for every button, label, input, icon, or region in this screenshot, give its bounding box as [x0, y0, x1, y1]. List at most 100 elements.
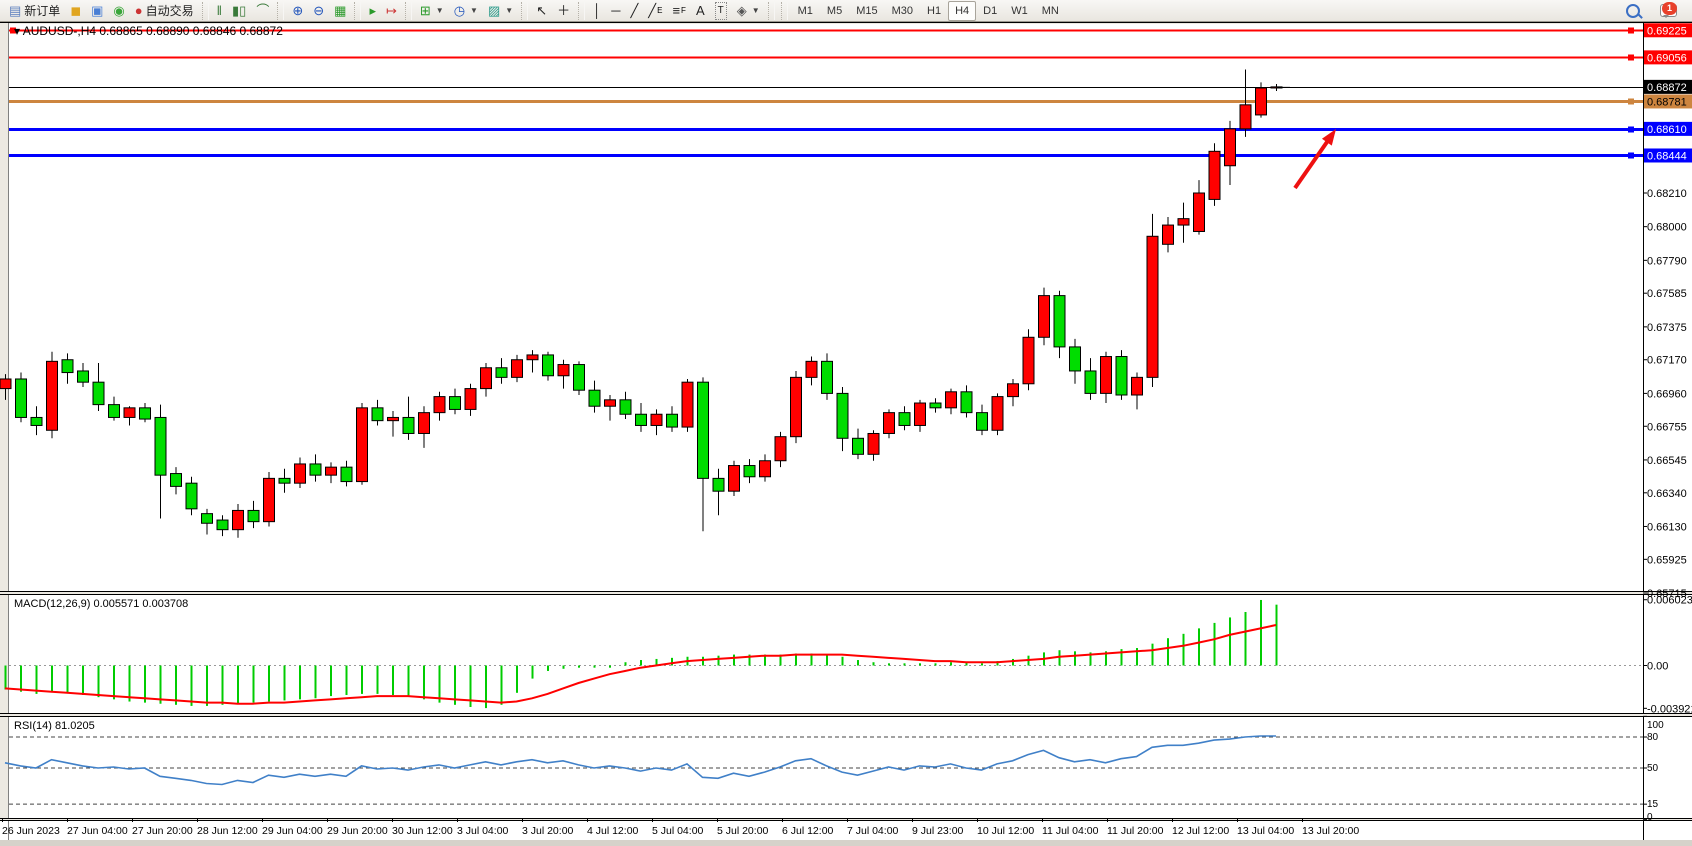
pane-splitter[interactable] — [0, 713, 1692, 717]
arrow-annotation[interactable] — [1293, 129, 1336, 190]
fibonacci-button[interactable]: ≡ F — [667, 0, 690, 22]
time-label: 10 Jul 12:00 — [977, 825, 1034, 837]
periods-icon: ◷ — [453, 2, 466, 18]
timeframe-w1[interactable]: W1 — [1011, 4, 1028, 17]
timeframe-m15[interactable]: M15 — [856, 4, 878, 17]
text-label-button[interactable]: T — [710, 0, 732, 22]
candle-body — [991, 396, 1004, 431]
main-pane-bg[interactable] — [9, 24, 1643, 591]
toolbar-separator — [201, 1, 209, 20]
timeframe-mn[interactable]: MN — [1041, 4, 1059, 17]
price-tick-label: 0.65715 — [1647, 588, 1687, 600]
candle — [1193, 180, 1205, 235]
candle — [511, 354, 523, 383]
text-button[interactable]: A — [691, 0, 710, 22]
templates-button[interactable]: ▨ ▼ — [483, 0, 518, 22]
tile-windows-icon: ▦ — [334, 2, 347, 18]
timeframe-m5[interactable]: M5 — [826, 4, 843, 17]
text-label-icon: T — [714, 1, 727, 20]
candle — [0, 374, 12, 400]
line-chart-button[interactable]: ⌒ — [251, 0, 274, 22]
time-axis[interactable] — [0, 819, 1692, 840]
candle — [1007, 378, 1019, 407]
pane-splitter[interactable] — [0, 591, 1692, 595]
candle — [852, 428, 864, 460]
support-line-2-handle-right[interactable] — [1628, 152, 1634, 159]
zoom-in-icon: ⊕ — [292, 2, 304, 18]
chevron-down-icon[interactable]: ▼ — [751, 6, 760, 15]
arrows-button[interactable]: ◈ ▼ — [732, 0, 765, 22]
candle-body — [294, 463, 306, 484]
candle-body — [92, 381, 105, 406]
icon-subscript: F — [681, 6, 686, 15]
horizontal-line-button[interactable]: ─ — [606, 0, 625, 22]
time-label: 11 Jul 04:00 — [1042, 825, 1099, 837]
auto-scroll-button[interactable]: ▸ — [364, 0, 381, 22]
pane-splitter[interactable] — [0, 818, 1692, 821]
resistance-line-1-handle-right[interactable] — [1628, 27, 1634, 34]
trendline-button[interactable]: ╱ — [625, 0, 643, 22]
resistance-line-2-handle-right[interactable] — [1628, 54, 1634, 61]
market-watch-button[interactable]: ◼ — [65, 0, 86, 22]
tile-windows-button[interactable]: ▦ — [329, 0, 351, 22]
chevron-down-icon[interactable]: ▼ — [435, 6, 444, 15]
candle — [1146, 213, 1159, 387]
search-icon — [1626, 3, 1640, 18]
time-label: 5 Jul 04:00 — [652, 825, 704, 837]
candle-body — [1146, 235, 1159, 378]
price-tag-text: 0.68610 — [1647, 124, 1687, 136]
signals-button[interactable]: ◉ — [108, 0, 129, 22]
candle-body — [61, 359, 74, 374]
new-order-button[interactable]: ▤ 新订单 — [4, 0, 65, 22]
crosshair-button[interactable]: ＋ — [552, 0, 575, 22]
chart-shift-button[interactable]: ↦ — [381, 0, 402, 22]
search-button[interactable] — [1621, 0, 1645, 22]
candle — [309, 454, 322, 482]
macd-tick-label: 0.00 — [1647, 661, 1668, 673]
equidistant-channel-button[interactable]: ╱ E — [643, 0, 667, 22]
cursor-button[interactable]: ↖ — [531, 0, 552, 22]
candle-body — [170, 473, 182, 487]
chat-button[interactable]: 1 — [1655, 0, 1682, 22]
candle — [1177, 202, 1190, 243]
periods-button[interactable]: ◷ ▼ — [449, 0, 483, 22]
vertical-line-button[interactable]: │ — [588, 0, 606, 22]
timeframe-h4[interactable]: H4 — [948, 0, 977, 21]
candle — [635, 403, 647, 432]
support-line-1-handle-right[interactable] — [1628, 126, 1634, 133]
candle — [867, 430, 880, 461]
bar-chart-button[interactable]: ‖ — [212, 0, 227, 22]
candle — [201, 508, 213, 535]
timeframe-m1[interactable]: M1 — [797, 4, 813, 17]
orange-level-line-handle-right[interactable] — [1628, 98, 1634, 105]
price-tick-label: 0.66340 — [1647, 488, 1687, 500]
candle — [743, 459, 756, 484]
candle-body — [356, 407, 368, 483]
chart-window-button[interactable]: ▣ — [86, 0, 108, 22]
candle-body — [666, 413, 678, 428]
toolbar-separator — [578, 1, 586, 20]
timeframe-h1[interactable]: H1 — [927, 4, 942, 17]
resistance-line-1-handle-left[interactable] — [10, 27, 16, 34]
candle-body — [1084, 370, 1097, 394]
price-tag-text: 0.69056 — [1647, 52, 1687, 64]
chevron-down-icon[interactable]: ▼ — [470, 6, 478, 15]
rsi-tick-label: 100 — [1647, 720, 1664, 731]
price-tick-label: 0.67170 — [1647, 355, 1687, 367]
chevron-down-icon[interactable]: ▼ — [505, 6, 514, 15]
candle-body — [123, 407, 136, 418]
timeframe-m30[interactable]: M30 — [891, 4, 914, 17]
candlestick-chart-button[interactable]: ▮▯ — [227, 0, 251, 22]
candle — [1239, 69, 1252, 137]
autotrading-button[interactable]: ● 自动交易 — [130, 0, 199, 22]
orange-level-line-tag: 0.68781 — [1644, 94, 1692, 109]
zoom-out-button[interactable]: ⊖ — [308, 0, 329, 22]
candle — [821, 353, 833, 400]
timeframe-d1[interactable]: D1 — [983, 4, 998, 17]
toolbar-separator — [767, 1, 775, 20]
indicators-button[interactable]: ⊞ ▼ — [415, 0, 449, 22]
zoom-in-button[interactable]: ⊕ — [287, 0, 308, 22]
price-tag-bg — [1644, 23, 1692, 38]
